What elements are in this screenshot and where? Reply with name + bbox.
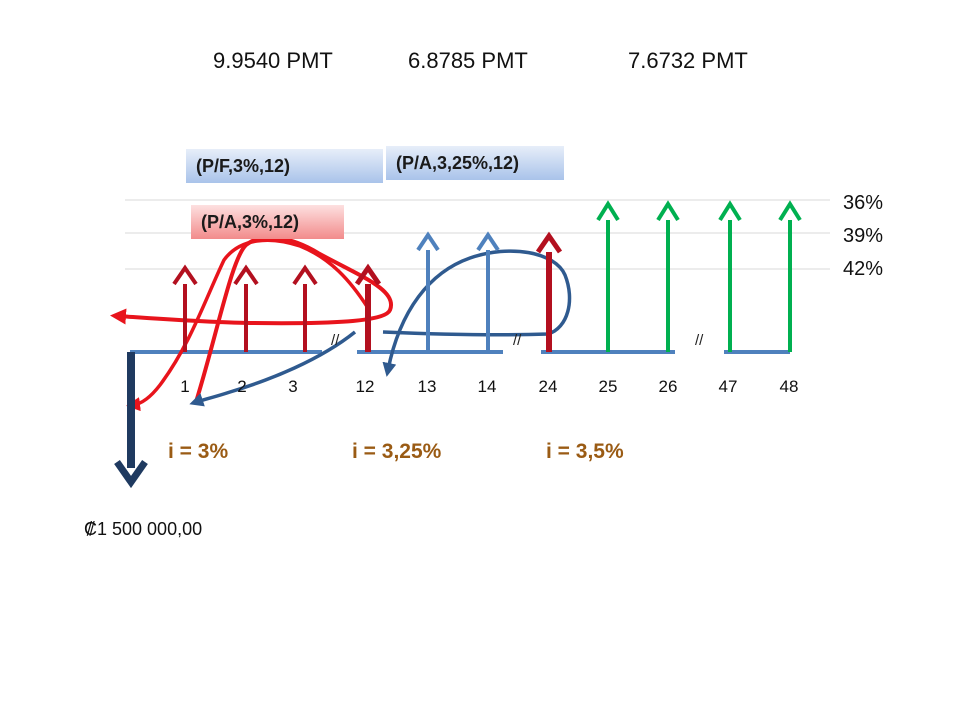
cash-flow-arrow-green bbox=[656, 200, 680, 352]
factor-box-pf: (P/F,3%,12) bbox=[186, 149, 383, 183]
red-discount-curve bbox=[110, 235, 394, 403]
break-mark: // bbox=[695, 332, 704, 349]
rate-label-3: i = 3% bbox=[168, 440, 229, 463]
period-label: 12 bbox=[355, 377, 375, 396]
period-label: 1 bbox=[180, 377, 190, 396]
period-label: 14 bbox=[477, 377, 497, 396]
percent-label-42: 42% bbox=[843, 258, 884, 280]
cash-flow-arrow-red-period-24 bbox=[535, 231, 563, 352]
red-arrow-group bbox=[172, 263, 382, 352]
cash-flow-arrow-red bbox=[172, 264, 198, 352]
cash-flow-arrow-red bbox=[292, 264, 318, 352]
period-label: 47 bbox=[718, 377, 738, 396]
blue-short-curve bbox=[189, 330, 357, 407]
period-label: 24 bbox=[538, 377, 558, 396]
pmt-label-2: 6.8785 PMT bbox=[408, 48, 528, 73]
cash-flow-arrow-red-period-12 bbox=[354, 263, 382, 352]
period-label: 26 bbox=[658, 377, 678, 396]
break-mark: // bbox=[513, 332, 522, 349]
pmt-label-3: 7.6732 PMT bbox=[628, 48, 748, 73]
factor-box-pa-3: (P/A,3%,12) bbox=[191, 205, 344, 239]
factor-box-pa-325: (P/A,3,25%,12) bbox=[386, 146, 564, 180]
present-value-arrow bbox=[114, 352, 148, 489]
pmt-label-1: 9.9540 PMT bbox=[213, 48, 333, 73]
period-label: 25 bbox=[598, 377, 618, 396]
rate-label-35: i = 3,5% bbox=[546, 440, 624, 463]
percent-label-39: 39% bbox=[843, 225, 884, 247]
rate-label-325: i = 3,25% bbox=[352, 440, 442, 463]
period-label: 2 bbox=[237, 377, 247, 396]
period-label: 48 bbox=[779, 377, 799, 396]
red-return-curve bbox=[126, 238, 370, 412]
present-value-label: ₡1 500 000,00 bbox=[84, 519, 203, 539]
cash-flow-arrow-blue bbox=[476, 231, 500, 352]
period-label: 13 bbox=[417, 377, 437, 396]
cash-flow-arrow-red bbox=[233, 264, 259, 352]
break-mark: // bbox=[331, 332, 340, 349]
cash-flow-arrow-green bbox=[596, 200, 620, 352]
cash-flow-arrow-green bbox=[778, 200, 802, 352]
period-label: 3 bbox=[288, 377, 298, 396]
cash-flow-arrow-green bbox=[718, 200, 742, 352]
green-arrow-group bbox=[596, 200, 802, 352]
percent-label-36: 36% bbox=[843, 192, 884, 214]
blue-arrow-group bbox=[416, 231, 563, 352]
cash-flow-arrow-blue bbox=[416, 231, 440, 352]
